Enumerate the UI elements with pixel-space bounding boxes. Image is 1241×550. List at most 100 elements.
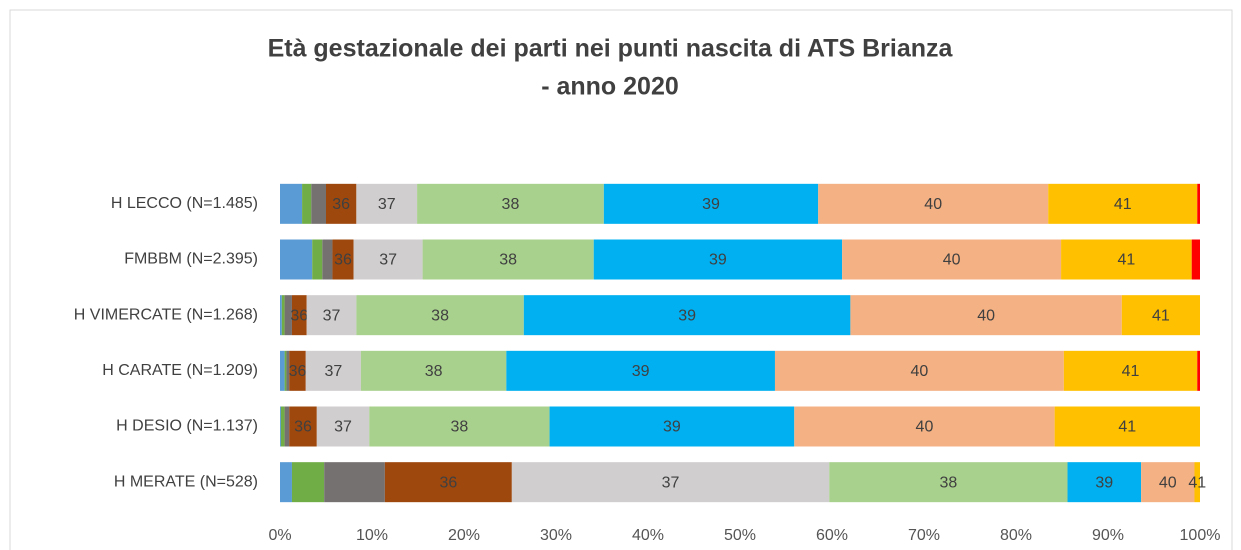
bar-segment: [280, 462, 292, 503]
bar-segment: [280, 183, 303, 224]
bar-segment: [1141, 462, 1195, 503]
bar-segment: [286, 350, 290, 391]
bar-segment: [281, 295, 285, 336]
segment-label: 37: [379, 252, 397, 269]
bar-segment: [291, 462, 325, 503]
segment-label: 38: [499, 252, 517, 269]
bar-segment: [284, 295, 292, 336]
x-tick-label: 70%: [908, 527, 940, 544]
segment-label: 39: [709, 252, 727, 269]
y-tick-label: H MERATE (N=528): [114, 473, 258, 490]
bar-segment: [324, 462, 385, 503]
bar-segment: [384, 462, 512, 503]
segment-label: 41: [1118, 252, 1136, 269]
bar-segment: [829, 462, 1068, 503]
x-tick-label: 50%: [724, 527, 756, 544]
segment-label: 40: [911, 363, 929, 380]
segment-label: 36: [290, 307, 308, 324]
segment-label: 39: [678, 307, 696, 324]
segment-label: 39: [702, 196, 720, 213]
y-tick-label: FMBBM (N=2.395): [124, 251, 258, 268]
bar-segment: [774, 350, 1064, 391]
segment-label: 40: [1159, 474, 1177, 491]
bar-segment: [280, 350, 285, 391]
segment-label: 36: [332, 196, 350, 213]
bar-segment: [289, 350, 306, 391]
x-tick-label: 90%: [1092, 527, 1124, 544]
bar-segment: [356, 295, 524, 336]
x-tick-label: 60%: [816, 527, 848, 544]
bar-segment: [332, 239, 354, 280]
segment-label: 38: [451, 419, 469, 436]
segment-label: 41: [1122, 363, 1140, 380]
bar-segment: [1061, 239, 1192, 280]
segment-label: 36: [294, 419, 312, 436]
segment-label: 38: [502, 196, 520, 213]
x-tick-label: 0%: [268, 527, 291, 544]
segment-label: 41: [1188, 474, 1206, 491]
segment-label: 38: [425, 363, 443, 380]
bar-segment: [326, 183, 357, 224]
segment-label: 40: [916, 419, 934, 436]
segment-label: 39: [632, 363, 650, 380]
bar-segment: [1063, 350, 1198, 391]
x-tick-label: 20%: [448, 527, 480, 544]
segment-label: 40: [924, 196, 942, 213]
bar-segment: [284, 406, 290, 447]
segment-label: 38: [939, 474, 957, 491]
segment-label: 41: [1152, 307, 1170, 324]
bar-segment: [360, 350, 507, 391]
bar-segment: [316, 406, 370, 447]
bar-segment: [369, 406, 550, 447]
bar-segment: [850, 295, 1122, 336]
bar-segment: [280, 239, 313, 280]
chart-frame: [9, 9, 1233, 550]
x-tick-label: 30%: [540, 527, 572, 544]
segment-label: 39: [1095, 474, 1113, 491]
bar-segment: [818, 183, 1049, 224]
y-tick-label: H CARATE (N=1.209): [102, 362, 258, 379]
bar-segment: [356, 183, 418, 224]
bar-segment: [593, 239, 843, 280]
bar-segment: [280, 406, 285, 447]
x-tick-label: 10%: [356, 527, 388, 544]
segment-label: 36: [439, 474, 457, 491]
bar-segment: [289, 406, 317, 447]
segment-label: 37: [334, 419, 352, 436]
bar-segment: [1197, 183, 1200, 224]
bar-segment: [322, 239, 333, 280]
segment-label: 37: [662, 474, 680, 491]
x-tick-label: 40%: [632, 527, 664, 544]
bar-segment: [306, 295, 357, 336]
bar-segment: [1054, 406, 1200, 447]
bar-segment: [506, 350, 775, 391]
bar-segment: [284, 350, 287, 391]
segment-label: 39: [663, 419, 681, 436]
segment-label: 40: [977, 307, 995, 324]
bar-segment: [422, 239, 594, 280]
bar-segment: [305, 350, 361, 391]
bar-segment: [280, 406, 281, 447]
segment-label: 37: [324, 363, 342, 380]
bar-segment: [1067, 462, 1142, 503]
x-tick-label: 80%: [1000, 527, 1032, 544]
segment-label: 37: [323, 307, 341, 324]
chart-title: Età gestazionale dei parti nei punti nas…: [268, 35, 954, 63]
segment-label: 36: [289, 363, 307, 380]
bar-segment: [794, 406, 1055, 447]
bar-segment: [291, 295, 307, 336]
bar-segment: [280, 295, 282, 336]
segment-label: 40: [943, 252, 961, 269]
bar-segment: [1121, 295, 1200, 336]
bar-segment: [417, 183, 604, 224]
bar-segment: [302, 183, 312, 224]
x-tick-label: 100%: [1180, 527, 1221, 544]
bar-segment: [312, 239, 323, 280]
segment-label: 36: [334, 252, 352, 269]
y-tick-label: H DESIO (N=1.137): [116, 418, 258, 435]
y-tick-label: H VIMERCATE (N=1.268): [74, 306, 258, 323]
segment-label: 38: [431, 307, 449, 324]
chart-title: - anno 2020: [541, 73, 679, 101]
bar-segment: [311, 183, 326, 224]
bar-segment: [1191, 239, 1200, 280]
